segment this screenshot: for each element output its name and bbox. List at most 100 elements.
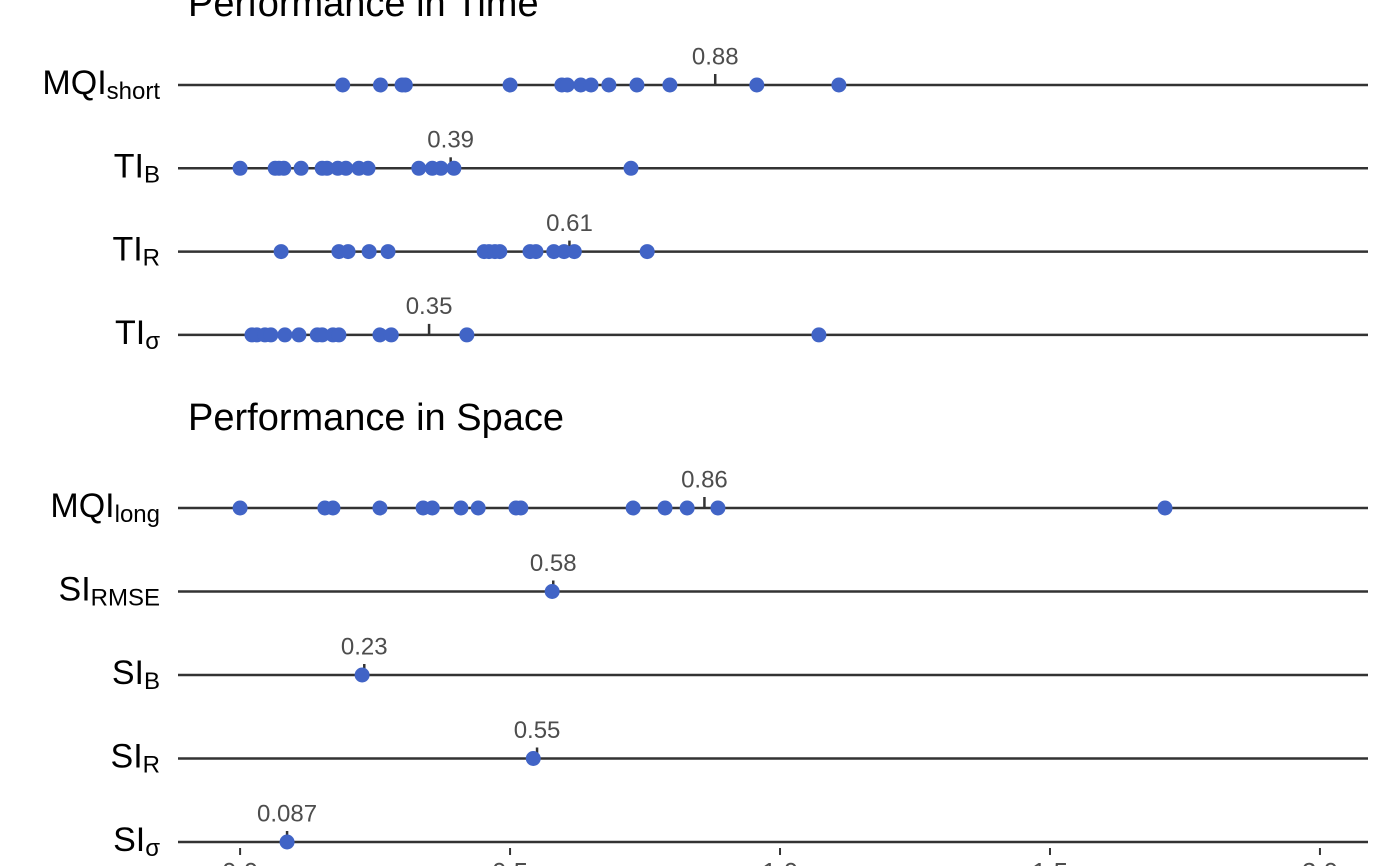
dot (325, 500, 341, 516)
dot (749, 77, 765, 93)
row-label-sub: σ (145, 835, 160, 862)
dot (372, 327, 388, 343)
dot (710, 500, 726, 516)
row-label-main: SI (59, 570, 91, 608)
row-label-main: TI (112, 231, 142, 269)
dot (492, 244, 508, 260)
row-label: MQIshort (42, 64, 160, 105)
dot (528, 244, 544, 260)
row-label-sub: σ (145, 328, 160, 355)
dot (424, 500, 440, 516)
row-label: SIR (111, 737, 160, 778)
dot (360, 160, 376, 176)
summary-label: 0.23 (341, 633, 388, 660)
dot (453, 500, 469, 516)
dot (639, 244, 655, 260)
x-tick-label: 0.5 (492, 857, 528, 866)
row-label-sub: R (143, 752, 160, 779)
summary-label: 0.61 (546, 210, 593, 237)
dot (372, 77, 388, 93)
dot (629, 77, 645, 93)
summary-label: 0.58 (530, 550, 577, 577)
row-label-main: TI (114, 147, 144, 185)
dot (232, 500, 248, 516)
dot (279, 834, 295, 850)
row-label: SIB (112, 654, 160, 695)
dot (446, 160, 462, 176)
dot (566, 244, 582, 260)
row-label-sub: long (115, 501, 160, 528)
dot (679, 500, 695, 516)
row-label: TIB (114, 147, 160, 188)
dot (397, 77, 413, 93)
summary-label: 0.35 (406, 293, 453, 320)
row-label-sub: B (144, 162, 160, 189)
dot (623, 160, 639, 176)
dot (411, 160, 427, 176)
dot (335, 77, 351, 93)
dot (657, 500, 673, 516)
dot (263, 327, 279, 343)
panel-title: Performance in Time (188, 0, 539, 25)
dot (232, 160, 248, 176)
dot (273, 244, 289, 260)
row-label-main: TI (115, 314, 145, 352)
summary-label: 0.087 (257, 800, 317, 827)
dot (662, 77, 678, 93)
dot (276, 160, 292, 176)
row-label: SIRMSE (59, 570, 160, 611)
row-label-sub: short (107, 78, 161, 105)
dot (546, 244, 562, 260)
dot (556, 244, 572, 260)
row-label-main: MQI (50, 487, 114, 525)
dot (372, 500, 388, 516)
x-tick-label: 1.5 (1032, 857, 1068, 866)
x-tick-label: 2.0 (1302, 857, 1338, 866)
row-label: MQIlong (50, 487, 160, 528)
row-label-sub: RMSE (91, 585, 160, 612)
dot (470, 500, 486, 516)
dot (319, 160, 335, 176)
dot (544, 584, 560, 599)
row-label-sub: B (144, 668, 160, 695)
dot (1157, 500, 1173, 516)
row-label: TIσ (115, 314, 160, 355)
row-label-main: SI (112, 654, 144, 692)
x-tick-label: 0.0 (222, 857, 258, 866)
dot (811, 327, 827, 343)
dot (277, 327, 293, 343)
row-label-sub: R (143, 245, 160, 272)
summary-label: 0.88 (692, 43, 739, 70)
dot (291, 327, 307, 343)
summary-label: 0.55 (514, 717, 561, 744)
dot (331, 327, 347, 343)
dot (433, 160, 449, 176)
dot (459, 327, 475, 343)
summary-label: 0.86 (681, 466, 728, 493)
dot (513, 500, 529, 516)
dot (354, 667, 370, 683)
dot (361, 244, 377, 260)
row-label: TIR (112, 231, 160, 272)
dot (293, 160, 309, 176)
dot (525, 751, 541, 766)
row-label: SIσ (113, 821, 160, 862)
dot (559, 77, 575, 93)
row-label-main: SI (111, 737, 143, 775)
row-label-main: SI (113, 821, 145, 859)
dot (625, 500, 641, 516)
dot (573, 77, 589, 93)
x-tick-label: 1.0 (762, 857, 798, 866)
dot (338, 160, 354, 176)
dot (502, 77, 518, 93)
row-label-main: MQI (42, 64, 106, 102)
panel-title: Performance in Space (188, 397, 564, 439)
dot (383, 327, 399, 343)
dot (380, 244, 396, 260)
dot (583, 77, 599, 93)
dot (601, 77, 617, 93)
dot (340, 244, 356, 260)
dot (831, 77, 847, 93)
summary-label: 0.39 (427, 127, 474, 154)
dot (314, 327, 330, 343)
